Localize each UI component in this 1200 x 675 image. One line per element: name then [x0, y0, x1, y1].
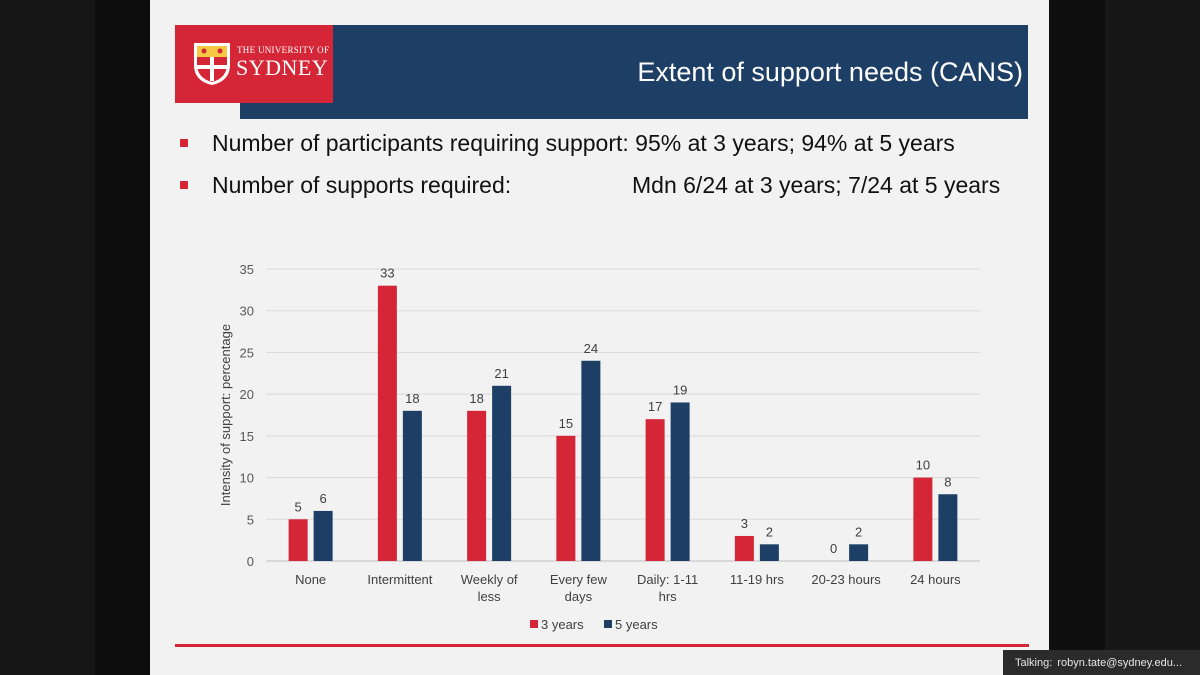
bar [377, 285, 397, 561]
bullet-1-text: Number of participants requiring support… [212, 130, 955, 156]
y-tick-label: 10 [240, 471, 254, 486]
data-label: 8 [944, 474, 951, 489]
data-label: 2 [766, 524, 773, 539]
header-bar [240, 25, 1028, 119]
bar [581, 360, 601, 561]
x-tick-label: less [478, 589, 502, 604]
x-tick-label: Intermittent [367, 572, 432, 587]
data-label: 18 [469, 391, 483, 406]
x-tick-label: 24 hours [910, 572, 961, 587]
data-label: 15 [559, 416, 573, 431]
slide-title: Extent of support needs (CANS) [637, 57, 1023, 87]
slide: THE UNIVERSITY OF SYDNEY Extent of suppo… [150, 0, 1049, 675]
data-label: 2 [855, 524, 862, 539]
y-axis-label: Intensity of support: percentage [218, 324, 233, 506]
y-tick-label: 15 [240, 429, 254, 444]
right-letterbox [1105, 0, 1200, 675]
footer-divider [175, 644, 1029, 647]
data-label: 21 [494, 366, 508, 381]
logo-text-small: THE UNIVERSITY OF [237, 45, 330, 55]
data-label: 19 [673, 382, 687, 397]
left-gutter [95, 0, 150, 675]
y-tick-label: 20 [240, 387, 254, 402]
bar [467, 410, 487, 561]
data-label: 24 [584, 341, 598, 356]
y-tick-label: 30 [240, 304, 254, 319]
x-tick-label: hrs [659, 589, 678, 604]
legend-swatch [530, 620, 538, 628]
data-label: 0 [830, 541, 837, 556]
data-label: 6 [320, 491, 327, 506]
x-tick-label: days [565, 589, 593, 604]
university-logo: THE UNIVERSITY OF SYDNEY [175, 25, 333, 103]
bar [288, 519, 308, 561]
bullet-marker [180, 181, 188, 189]
legend-swatch [604, 620, 612, 628]
bar [313, 510, 333, 561]
x-tick-label: None [295, 572, 326, 587]
talking-label: Talking: [1015, 656, 1053, 669]
x-tick-label: Daily: 1-11 [637, 572, 698, 587]
talking-name: robyn.tate@sydney.edu... [1057, 656, 1182, 669]
x-tick-label: 20-23 hours [811, 572, 881, 587]
bar [492, 385, 512, 561]
bullet-2-right-text: Mdn 6/24 at 3 years; 7/24 at 5 years [632, 172, 1001, 198]
bar [913, 477, 933, 561]
bullet-marker [180, 139, 188, 147]
bar [938, 494, 958, 561]
bar [556, 435, 576, 561]
x-tick-label: Every few [550, 572, 608, 587]
y-tick-label: 5 [247, 512, 254, 527]
data-label: 18 [405, 391, 419, 406]
bar [670, 402, 690, 561]
y-tick-label: 25 [240, 345, 254, 360]
data-label: 5 [295, 499, 302, 514]
data-label: 10 [916, 458, 930, 473]
data-label: 3 [741, 516, 748, 531]
x-tick-label: Weekly of [461, 572, 518, 587]
bullet-2-text: Number of supports required: [212, 172, 512, 198]
data-label: 17 [648, 399, 662, 414]
bar [402, 410, 422, 561]
crest-icon [194, 43, 230, 85]
y-tick-label: 0 [247, 554, 254, 569]
y-tick-label: 35 [240, 262, 254, 277]
logo-text-big: SYDNEY [236, 55, 329, 80]
talking-indicator: Talking: robyn.tate@sydney.edu... [1003, 650, 1200, 675]
bar [849, 544, 869, 561]
left-letterbox [0, 0, 95, 675]
data-label: 33 [380, 266, 394, 281]
legend-label: 3 years [541, 617, 584, 632]
bar [759, 544, 779, 561]
legend-label: 5 years [615, 617, 658, 632]
x-tick-label: 11-19 hrs [730, 572, 784, 587]
bar [645, 419, 665, 561]
bar [734, 535, 754, 561]
